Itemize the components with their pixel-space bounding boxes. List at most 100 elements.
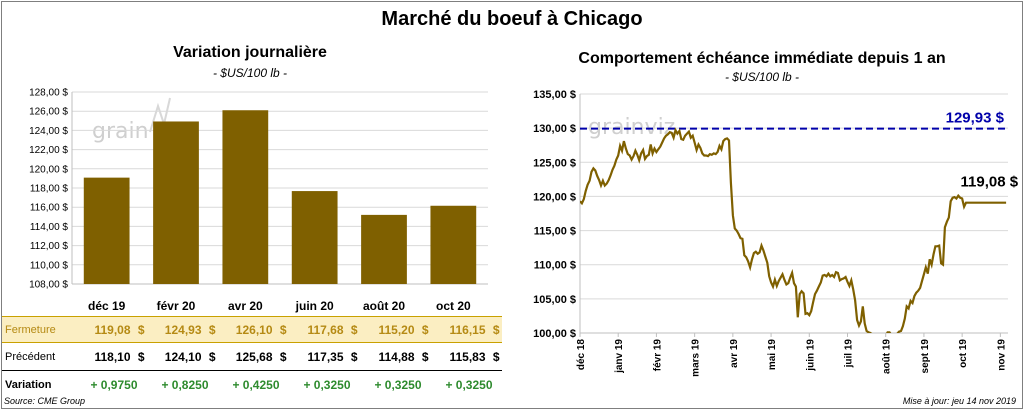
x-category-label: déc 19 — [88, 299, 126, 313]
right-chart-title: Comportement échéance immédiate depuis 1… — [578, 50, 946, 67]
x-category-label: juin 20 — [295, 299, 334, 313]
cell-value: 126,10 — [235, 322, 273, 337]
cell-currency: $ — [279, 322, 287, 337]
table-cell: 114,88 $ — [360, 342, 431, 371]
y-tick-label: 120,00 $ — [29, 164, 68, 175]
cell-value: 118,10 — [94, 349, 131, 364]
y-tick-label: 118,00 $ — [30, 184, 69, 195]
cell-value: 117,68 — [307, 322, 344, 337]
cell-value: 115,83 — [449, 349, 486, 364]
daily-variation-bar-chart: grain 108,00 $ 110,00 $ 112,00 $ 114,00 $ 116… — [29, 88, 488, 313]
cell-currency: $ — [137, 349, 145, 364]
cell-value: + 0,4250 — [232, 377, 280, 392]
watermark-text: grainviz — [588, 115, 675, 140]
x-category-label: avr 20 — [228, 299, 263, 313]
cell-currency: $ — [421, 322, 429, 337]
bar-6 — [430, 205, 477, 284]
bar-1 — [83, 177, 130, 284]
row-label: Précédent — [2, 342, 76, 371]
cell-value: 119,08 — [94, 322, 131, 337]
table-cell: 126,10 $ — [218, 316, 289, 343]
y-tick-label: 128,00 $ — [29, 88, 68, 99]
bar-4 — [291, 191, 338, 284]
cell-currency: $ — [492, 349, 500, 364]
y-tick-label: 130,00 $ — [533, 123, 576, 135]
row-label: Variation — [5, 378, 52, 391]
summary-table: Fermeture 119,08 $124,93 $126,10 $117,68 $115… — [2, 316, 502, 399]
precedent-row: Précédent 118,10 $124,10 $125,68 $ 117,35 $114… — [2, 342, 502, 371]
row-label: Fermeture — [2, 316, 76, 343]
cell-currency: $ — [208, 349, 216, 364]
cell-value: + 0,3250 — [445, 377, 493, 392]
y-tick-label: 124,00 $ — [29, 126, 68, 137]
table-cell: 115,20 $ — [360, 316, 431, 343]
cell-currency: $ — [492, 322, 500, 337]
cell-currency: $ — [350, 322, 358, 337]
x-tick-label: mars 19 — [691, 339, 702, 377]
variation-row: Variation + 0,9750 + 0,8250 + 0,4250 + 0,325… — [2, 371, 502, 399]
table-cell: 117,68 $ — [289, 316, 360, 343]
table-cell: 125,68 $ — [218, 342, 289, 371]
y-tick-label: 105,00 $ — [533, 294, 576, 306]
x-category-label: oct 20 — [436, 299, 471, 313]
y-tick-label: 110,00 $ — [534, 260, 576, 272]
table-cell: + 0,8250 — [147, 371, 218, 399]
cell-value: + 0,3250 — [374, 377, 422, 392]
bar-2 — [153, 121, 199, 284]
update-note: Mise à jour: jeu 14 nov 2019 — [902, 396, 1016, 406]
cell-value: 114,88 — [378, 349, 415, 364]
y-tick-label: 126,00 $ — [29, 107, 68, 118]
y-tick-label: 114,00 $ — [30, 222, 69, 233]
y-tick-label: 112,00 $ — [30, 241, 69, 252]
table-cell: 119,08 $ — [76, 316, 147, 343]
cell-value: + 0,8250 — [161, 377, 209, 392]
left-chart-subtitle: - $US/100 lb - — [212, 66, 288, 80]
table-cell: 116,15 $ — [431, 316, 502, 343]
x-tick-label: juil 19 — [844, 339, 855, 369]
cell-currency: $ — [350, 349, 358, 364]
cell-value: 115,20 — [378, 322, 415, 337]
x-tick-label: avr 19 — [729, 339, 740, 368]
table-cell: 124,93 $ — [147, 316, 218, 343]
x-category-label: févr 20 — [157, 299, 196, 313]
fermeture-row: Fermeture 119,08 $124,93 $126,10 $117,68 $115… — [2, 316, 502, 343]
last-value-label: 119,08 $ — [961, 174, 1019, 191]
x-tick-label: nov 19 — [996, 339, 1007, 371]
cell-value: 124,10 — [164, 349, 202, 364]
x-tick-label: août 19 — [882, 339, 893, 374]
left-chart-title: Variation journalière — [173, 44, 327, 61]
watermark-text: grain — [92, 119, 149, 144]
cell-currency: $ — [137, 322, 145, 337]
table-cell: + 0,3250 — [360, 371, 431, 399]
x-tick-label: juin 19 — [805, 339, 816, 372]
cell-value: 116,15 — [449, 322, 486, 337]
y-tick-label: 125,00 $ — [533, 157, 576, 169]
x-tick-label: févr 19 — [652, 339, 663, 372]
bar-5 — [361, 214, 407, 284]
x-tick-label: sept 19 — [920, 339, 931, 374]
table-cell: + 0,9750 — [76, 371, 147, 399]
x-tick-label: janv 19 — [614, 339, 625, 374]
table-cell: 115,83 $ — [431, 342, 502, 371]
reference-label: 129,93 $ — [946, 110, 1005, 127]
x-category-label: août 20 — [363, 299, 405, 313]
price-series-line — [580, 127, 1007, 333]
y-tick-label: 122,00 $ — [29, 145, 68, 156]
bar-3 — [222, 110, 269, 285]
cell-value: + 0,9750 — [90, 377, 138, 392]
x-tick-label: oct 19 — [958, 339, 969, 368]
source-note: Source: CME Group — [4, 396, 86, 406]
cell-currency: $ — [421, 349, 429, 364]
right-chart-subtitle: - $US/100 lb - — [724, 70, 800, 84]
cell-value: 117,35 — [307, 349, 344, 364]
table-cell: 118,10 $ — [76, 342, 147, 371]
cell-value: 124,93 — [164, 322, 202, 337]
x-tick-label: déc 18 — [576, 339, 587, 371]
x-tick-label: mai 19 — [767, 339, 778, 371]
table-cell: + 0,3250 — [431, 371, 502, 399]
y-tick-label: 135,00 $ — [533, 89, 576, 101]
y-tick-label: 116,00 $ — [30, 203, 69, 214]
cell-value: + 0,3250 — [303, 377, 351, 392]
y-tick-label: 115,00 $ — [534, 226, 576, 238]
